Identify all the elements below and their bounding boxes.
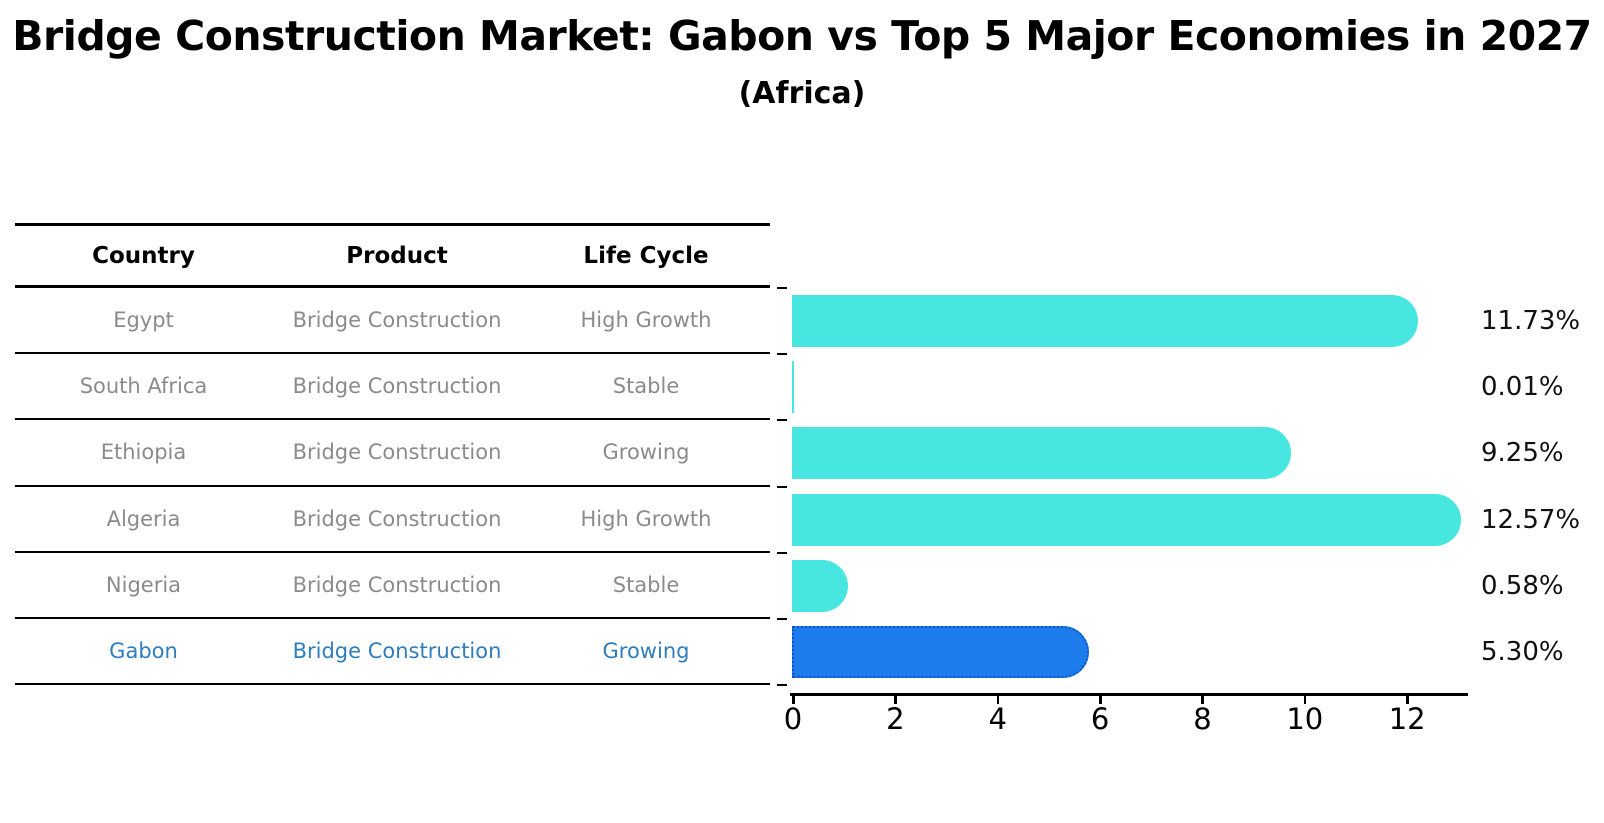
table-cell-country: Nigeria [105, 572, 182, 597]
table-cell-product: Bridge Construction [292, 506, 502, 531]
table-row: Algeria Bridge Construction High Growth [15, 487, 770, 553]
table-cell-country: Gabon [109, 639, 178, 664]
x-tick-label: 8 [1193, 702, 1212, 736]
x-tick-label: 6 [1090, 702, 1110, 736]
bar-gabon [792, 626, 1090, 678]
x-tick [996, 696, 1000, 704]
bar-south-africa [792, 361, 794, 414]
x-tick-label: 0 [783, 702, 803, 736]
bar-ethiopia [792, 427, 1292, 480]
table-row: South Africa Bridge Construction Stable [15, 354, 770, 421]
y-tick [777, 618, 787, 620]
table-cell-life-cycle: Growing [602, 440, 690, 465]
bar-value-label: 12.57% [1481, 504, 1581, 535]
x-tick-label: 10 [1286, 702, 1324, 736]
table-row: Ethiopia Bridge Construction Growing [15, 420, 770, 487]
table-cell-country: Egypt [113, 308, 174, 333]
x-tick [1099, 696, 1102, 704]
table-cell-life-cycle: Stable [612, 374, 680, 399]
x-tick-label: 4 [988, 702, 1007, 736]
table-cell-product: Bridge Construction [292, 639, 502, 664]
y-tick [777, 419, 787, 422]
bar-value-label: 9.25% [1481, 438, 1564, 469]
table-row: Nigeria Bridge Construction Stable [15, 553, 770, 619]
table-cell-life-cycle: High Growth [580, 506, 712, 531]
x-tick-label: 2 [886, 702, 905, 736]
y-tick [777, 551, 787, 554]
y-tick [777, 353, 787, 356]
table-row: Gabon Bridge Construction Growing [15, 619, 770, 686]
table-header-row: Country Product Life Cycle [15, 223, 770, 288]
table-cell-product: Bridge Construction [292, 572, 502, 597]
table-cell-life-cycle: Stable [612, 572, 680, 597]
x-tick [792, 696, 795, 704]
bar-egypt [792, 295, 1419, 347]
bar-value-label: 0.01% [1481, 372, 1564, 403]
x-tick [1201, 696, 1204, 704]
table-cell-life-cycle: Growing [602, 639, 690, 664]
table-cell-product: Bridge Construction [292, 308, 502, 333]
table-cell-product: Bridge Construction [292, 440, 502, 465]
table-cell-country: Algeria [106, 506, 181, 531]
bar-value-label: 11.73% [1481, 306, 1581, 336]
country-table: Country Product Life Cycle Egypt Bridge Con… [15, 223, 770, 686]
bar-value-label: 0.58% [1481, 570, 1564, 601]
table-cell-product: Bridge Construction [292, 374, 502, 399]
table-body: Egypt Bridge Construction High Growth South… [15, 288, 770, 686]
chart-subtitle: (Africa) [738, 76, 866, 111]
table-header-cell-product: Product [346, 242, 448, 269]
table-cell-country: Ethiopia [100, 440, 187, 465]
chart-title: Bridge Construction Market: Gabon vs Top… [12, 12, 1592, 60]
table-cell-life-cycle: High Growth [580, 308, 712, 333]
bar-algeria [792, 493, 1462, 546]
table-header-cell-country: Country [92, 242, 195, 269]
x-tick-label: 12 [1388, 702, 1426, 736]
y-tick [777, 684, 787, 687]
table-cell-country: South Africa [79, 374, 208, 399]
bar-value-label: 5.30% [1481, 637, 1564, 667]
table-header-cell-life-cycle: Life Cycle [583, 242, 709, 269]
y-tick [777, 485, 787, 488]
x-tick [1303, 696, 1307, 704]
x-axis-line [790, 693, 1468, 696]
bar-nigeria [792, 559, 848, 612]
x-tick [894, 696, 897, 704]
table-row: Egypt Bridge Construction High Growth [15, 288, 770, 355]
y-tick [777, 287, 787, 289]
x-tick [1406, 696, 1409, 704]
